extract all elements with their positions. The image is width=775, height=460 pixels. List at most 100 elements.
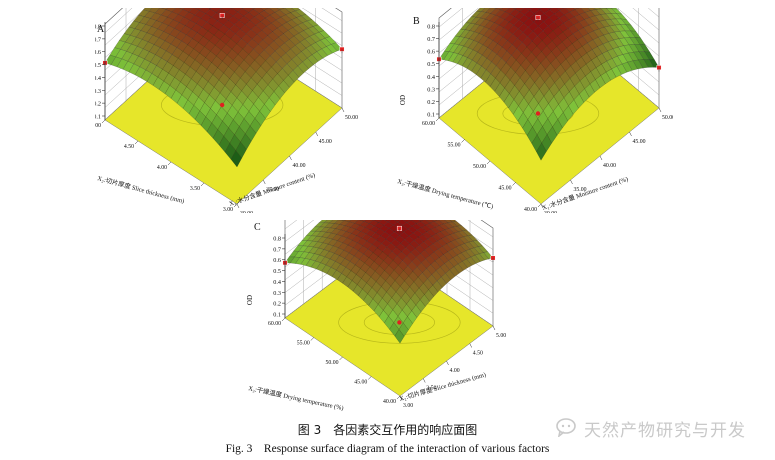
z-tick-label: 0.6 xyxy=(427,49,435,56)
y-tick-label: 45.00 xyxy=(498,186,511,192)
panel-label: C xyxy=(254,222,261,233)
y-tick-mark xyxy=(396,395,401,400)
x-tick-mark xyxy=(236,203,240,209)
surface-patch xyxy=(537,8,543,10)
z-tick-label: 0.7 xyxy=(95,36,101,43)
y-tick-label: 50.00 xyxy=(325,360,338,366)
z-tick-label: 0.8 xyxy=(427,24,435,31)
z-axis-title: OD xyxy=(246,295,254,305)
x-tick-label: 5.00 xyxy=(496,333,506,339)
y-axis-title: X₃:干燥温度 Drying temperature (℃) xyxy=(396,176,494,210)
y-tick-label: 50.00 xyxy=(473,164,486,170)
z-tick-label: 0.5 xyxy=(427,61,435,68)
z-tick-label: 0.8 xyxy=(273,236,281,243)
x-tick-mark xyxy=(399,395,403,401)
z-tick-label: 0.2 xyxy=(95,101,101,108)
y-tick-label: 3.50 xyxy=(190,186,200,192)
y-tick-label: 55.00 xyxy=(297,341,310,347)
x-tick-mark xyxy=(492,325,496,331)
x-tick-mark xyxy=(263,179,266,185)
x-tick-mark xyxy=(599,155,603,161)
surface-patch xyxy=(230,150,242,168)
panel-label: A xyxy=(97,24,105,35)
x-tick-label: 40.00 xyxy=(603,163,616,169)
z-tick-label: 0.7 xyxy=(273,246,281,253)
y-tick-mark xyxy=(537,203,542,208)
z-tick-label: 0.2 xyxy=(427,99,435,106)
y-tick-mark xyxy=(435,117,440,122)
z-tick-label: 0.1 xyxy=(427,112,435,119)
x-tick-mark xyxy=(341,107,345,113)
response-surface xyxy=(284,220,494,344)
x-tick-label: 45.00 xyxy=(633,139,646,145)
z-tick-label: 0.2 xyxy=(273,301,281,308)
z-tick-label: 0.3 xyxy=(427,86,435,93)
z-tick-label: 0.8 xyxy=(95,24,101,31)
x-tick-label: 35.00 xyxy=(574,187,587,193)
surface-patch xyxy=(547,8,553,10)
x-tick-label: 30.00 xyxy=(240,211,253,213)
y-tick-mark xyxy=(101,119,106,124)
y-tick-label: 60.00 xyxy=(268,321,281,327)
figure-caption-chinese: 图 3 各因素交互作用的响应面图 xyxy=(297,423,478,437)
x-tick-mark xyxy=(658,107,662,113)
y-tick-mark xyxy=(339,356,343,361)
surface-patch xyxy=(251,8,256,10)
z-tick-label: 0.5 xyxy=(273,268,281,275)
x-tick-mark xyxy=(469,343,472,348)
y-tick-label: 40.00 xyxy=(383,399,396,405)
wall-gridline xyxy=(438,8,660,41)
z-tick-label: 0.1 xyxy=(95,114,101,121)
y-tick-mark xyxy=(281,317,286,322)
z-tick-label: 0.6 xyxy=(273,257,281,264)
z-tick-label: 0.4 xyxy=(273,279,281,286)
y-tick-mark xyxy=(134,140,139,145)
x-tick-label: 50.00 xyxy=(662,115,673,121)
y-tick-mark xyxy=(167,161,172,166)
y-tick-mark xyxy=(233,203,238,208)
floor-point xyxy=(397,320,402,325)
surface-patch xyxy=(418,220,424,222)
z-axis-title: OD xyxy=(399,95,407,105)
y-tick-mark xyxy=(512,182,516,186)
x-tick-label: 30.00 xyxy=(544,211,557,213)
x-tick-label: 45.00 xyxy=(319,139,332,145)
y-tick-label: 40.00 xyxy=(524,207,537,213)
panel-label: B xyxy=(413,16,420,27)
x-tick-label: 50.00 xyxy=(345,115,358,121)
response-surface xyxy=(438,8,660,161)
surface-patch xyxy=(207,8,212,10)
surface-patch xyxy=(394,329,405,344)
response-surface xyxy=(104,8,343,168)
y-tick-label: 45.00 xyxy=(354,380,367,386)
y-tick-label: 3.00 xyxy=(223,207,233,213)
x-tick-label: 35.00 xyxy=(266,187,279,193)
surface-patch xyxy=(536,142,547,161)
x-tick-mark xyxy=(289,155,292,161)
x-tick-mark xyxy=(629,131,632,137)
y-tick-label: 4.50 xyxy=(124,144,134,150)
y-axis-title: X₂:切片厚度 Slice thickness (mm) xyxy=(96,173,185,205)
surface-plot-b: 0.8 0.7 0.6 0.5 0.4 0.3 0.2 0.1 OD B 30.00 35.00 40.… xyxy=(396,8,673,213)
x-tick-mark xyxy=(540,203,544,209)
wechat-chat-bubble-icon xyxy=(556,418,576,437)
x-tick-mark xyxy=(423,378,426,383)
z-tick-label: 0.3 xyxy=(273,290,281,297)
x-tick-label: 3.00 xyxy=(403,403,413,409)
figure-caption-english: Fig. 3 Response surface diagram of the i… xyxy=(225,443,550,455)
y-tick-mark xyxy=(368,376,372,380)
y-tick-mark xyxy=(310,337,314,341)
x-tick-mark xyxy=(570,179,573,185)
watermark: 天然产物研究与开发 xyxy=(556,416,768,441)
x-tick-label: 40.00 xyxy=(293,163,306,169)
y-tick-mark xyxy=(486,160,491,165)
y-tick-label: 4.00 xyxy=(157,165,167,171)
z-tick-label: 0.1 xyxy=(273,312,281,319)
x-tick-label: 4.50 xyxy=(473,351,483,357)
z-tick-label: 0.5 xyxy=(95,62,101,69)
wall-gridline xyxy=(104,8,343,46)
surface-patch xyxy=(512,8,517,10)
z-tick-label: 0.4 xyxy=(95,75,101,82)
y-tick-mark xyxy=(461,139,465,143)
